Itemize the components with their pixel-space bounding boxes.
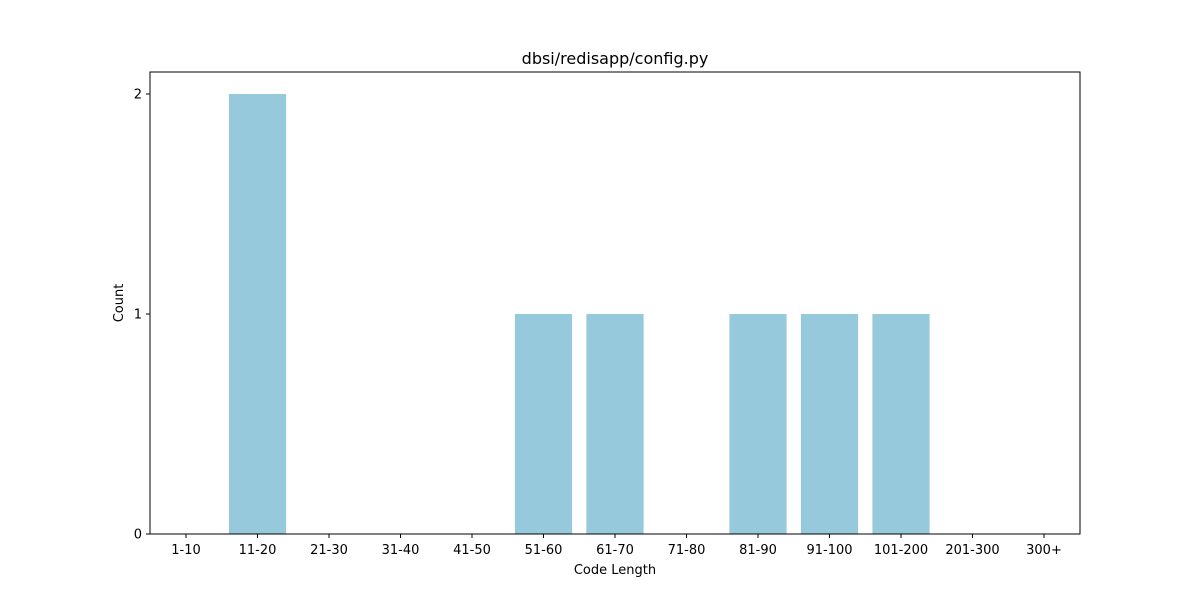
- x-tick-label: 61-70: [596, 543, 634, 558]
- x-tick-label: 51-60: [525, 543, 563, 558]
- x-tick-label: 31-40: [382, 543, 420, 558]
- plot-frame: [149, 71, 1081, 535]
- y-axis-ticks: 0 1 2: [134, 88, 150, 543]
- x-axis-ticks: 1-10 11-20 21-30 31-40 41-50 51-60 61-70 71-80 8…: [171, 534, 1062, 558]
- x-tick-label: 101-200: [874, 543, 928, 558]
- bars-group: [228, 94, 930, 534]
- x-tick-label: 91-100: [806, 543, 852, 558]
- y-tick-label: 1: [134, 308, 142, 323]
- bar-11-20: [228, 94, 287, 534]
- y-tick-label: 0: [134, 528, 142, 543]
- bar-81-90: [729, 314, 787, 534]
- x-tick-label: 81-90: [739, 543, 777, 558]
- bar-91-100: [800, 314, 859, 534]
- y-axis-label: Count: [112, 284, 127, 323]
- x-tick-label: 11-20: [239, 543, 277, 558]
- x-tick-label: 71-80: [668, 543, 706, 558]
- x-tick-label: 300+: [1026, 543, 1062, 558]
- x-tick-label: 41-50: [453, 543, 491, 558]
- bar-101-200: [872, 314, 930, 534]
- chart-title: dbsi/redisapp/config.py: [522, 49, 709, 68]
- bar-51-60: [514, 314, 573, 534]
- x-tick-label: 1-10: [171, 543, 201, 558]
- x-tick-label: 201-300: [945, 543, 999, 558]
- x-axis-label: Code Length: [574, 563, 656, 578]
- y-tick-label: 2: [134, 88, 142, 103]
- x-tick-label: 21-30: [310, 543, 348, 558]
- bar-61-70: [586, 314, 644, 534]
